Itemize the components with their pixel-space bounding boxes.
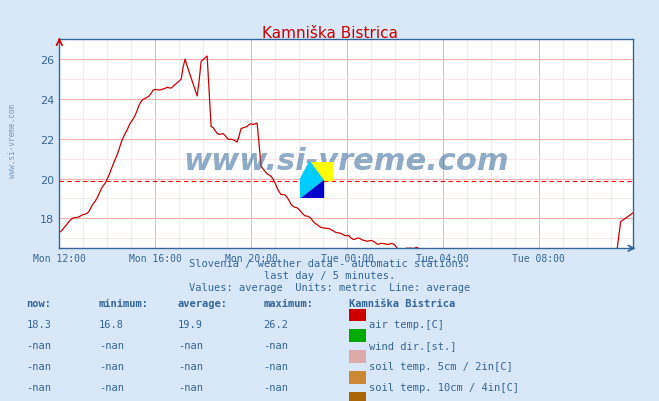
Text: -nan: -nan [99,340,124,350]
Polygon shape [300,180,323,198]
Text: air temp.[C]: air temp.[C] [369,320,444,330]
Text: soil temp. 10cm / 4in[C]: soil temp. 10cm / 4in[C] [369,382,519,392]
Text: Values: average  Units: metric  Line: average: Values: average Units: metric Line: aver… [189,283,470,293]
Text: -nan: -nan [99,382,124,392]
Text: Slovenia / weather data - automatic stations.: Slovenia / weather data - automatic stat… [189,259,470,269]
Text: last day / 5 minutes.: last day / 5 minutes. [264,271,395,281]
Polygon shape [310,162,333,180]
Text: -nan: -nan [26,340,51,350]
Polygon shape [300,180,323,198]
Text: www.si-vreme.com: www.si-vreme.com [183,147,509,176]
Polygon shape [310,162,333,180]
Text: wind dir.[st.]: wind dir.[st.] [369,340,457,350]
Text: maximum:: maximum: [264,299,314,309]
Text: -nan: -nan [264,361,289,371]
Text: -nan: -nan [99,361,124,371]
Text: average:: average: [178,299,228,309]
Text: now:: now: [26,299,51,309]
Text: 16.8: 16.8 [99,320,124,330]
Text: -nan: -nan [264,340,289,350]
Text: Kamniška Bistrica: Kamniška Bistrica [262,26,397,41]
Text: soil temp. 5cm / 2in[C]: soil temp. 5cm / 2in[C] [369,361,513,371]
Text: 26.2: 26.2 [264,320,289,330]
Text: 18.3: 18.3 [26,320,51,330]
Polygon shape [300,180,323,198]
Text: -nan: -nan [26,361,51,371]
Text: -nan: -nan [264,382,289,392]
Text: Kamniška Bistrica: Kamniška Bistrica [349,299,455,309]
Text: -nan: -nan [178,382,203,392]
Text: 19.9: 19.9 [178,320,203,330]
Polygon shape [300,162,323,180]
Text: www.si-vreme.com: www.si-vreme.com [8,103,17,177]
Text: -nan: -nan [26,382,51,392]
Text: -nan: -nan [178,361,203,371]
Text: minimum:: minimum: [99,299,149,309]
Text: -nan: -nan [178,340,203,350]
